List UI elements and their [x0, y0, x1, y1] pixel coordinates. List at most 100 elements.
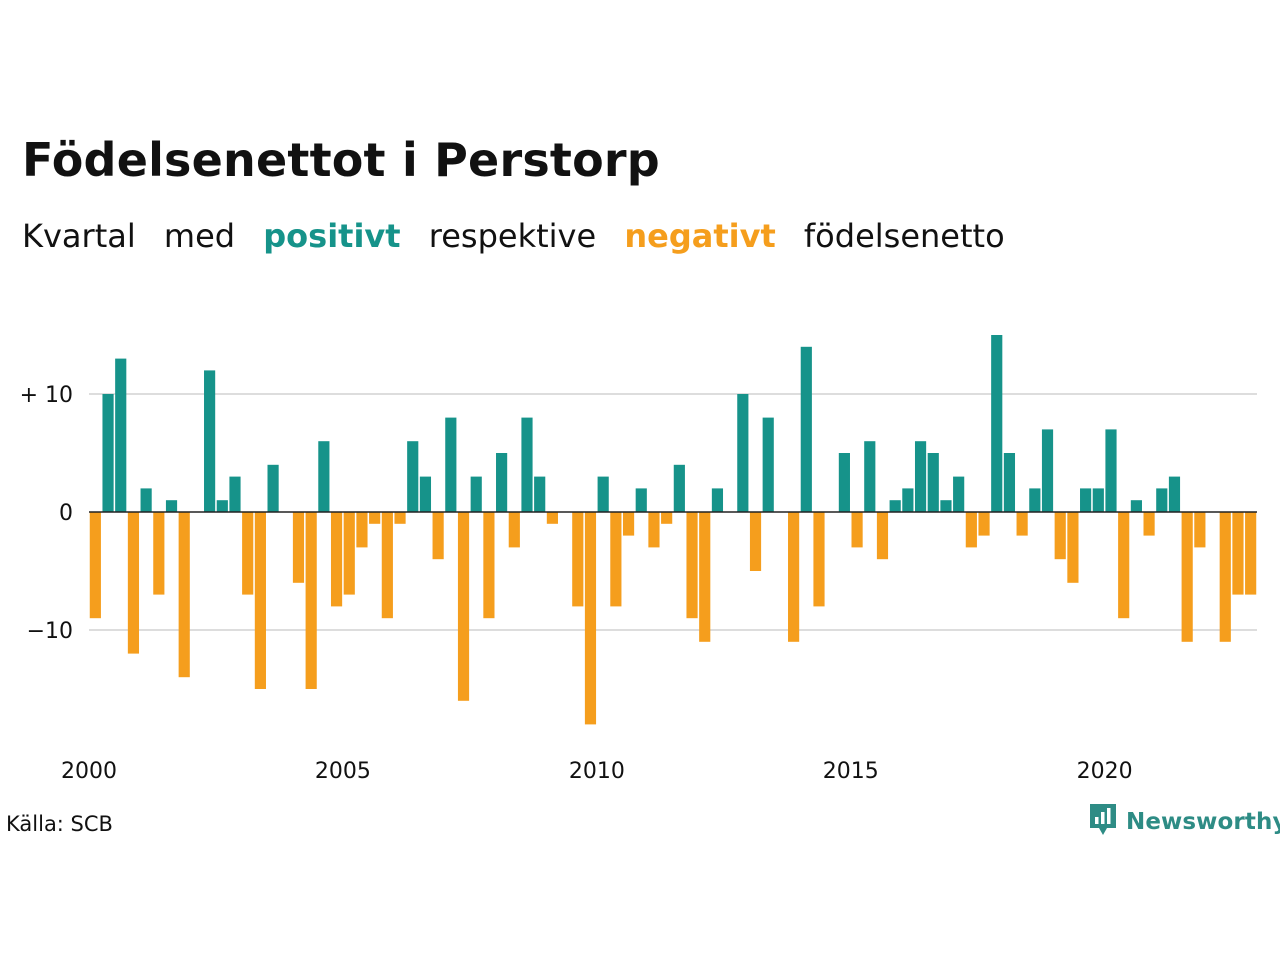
axes: + 10 0 −10 2000 2005 2010 2015 2020	[20, 383, 1257, 784]
bar	[267, 464, 279, 512]
bar	[635, 488, 647, 512]
subtitle-negative-label: negativt	[624, 217, 776, 255]
bar	[102, 394, 114, 512]
bar	[445, 417, 457, 512]
bar	[432, 512, 444, 560]
bar	[953, 476, 965, 512]
bar	[1041, 429, 1054, 512]
bar	[292, 512, 305, 583]
bar	[1118, 512, 1130, 619]
bar	[851, 512, 863, 548]
bar	[788, 512, 800, 642]
bar	[419, 476, 432, 512]
bar	[1003, 453, 1016, 512]
bar	[356, 512, 368, 548]
bar	[610, 512, 622, 607]
bar	[1029, 488, 1041, 512]
bar	[597, 476, 609, 512]
brand-name: Newsworthy	[1126, 809, 1280, 835]
bars	[89, 335, 1257, 725]
bar	[305, 512, 317, 689]
y-tick-label: 0	[59, 501, 73, 526]
subtitle-word-kvartal: Kvartal	[22, 217, 136, 255]
bar	[838, 453, 850, 512]
bar	[508, 512, 520, 548]
bar	[496, 453, 508, 512]
bar	[1130, 500, 1142, 512]
chart-subtitle: Kvartal med positivt respektive negativt…	[22, 217, 1023, 255]
bar	[572, 512, 584, 607]
chart-title: Födelsenettot i Perstorp	[22, 133, 660, 187]
bar	[673, 464, 685, 512]
bar	[1181, 512, 1193, 642]
bar	[648, 512, 660, 548]
bar	[242, 512, 254, 595]
gridlines	[89, 393, 1257, 631]
bar	[1194, 512, 1206, 548]
bar	[661, 512, 673, 524]
subtitle-positive-label: positivt	[263, 217, 401, 255]
bar	[318, 441, 330, 512]
bar	[229, 476, 241, 512]
bar	[940, 500, 952, 512]
x-tick-label: 2005	[315, 759, 371, 784]
bar	[140, 488, 152, 512]
bar	[546, 512, 558, 524]
x-tick-label: 2020	[1077, 759, 1133, 784]
bar	[584, 512, 597, 725]
bar	[343, 512, 355, 595]
y-tick-label: −10	[27, 619, 73, 644]
bar	[813, 512, 825, 607]
bar	[991, 335, 1003, 512]
bar	[1245, 512, 1257, 595]
bar	[381, 512, 393, 619]
bar	[965, 512, 977, 548]
bar	[216, 500, 228, 512]
bar	[165, 500, 178, 512]
bar	[521, 417, 533, 512]
bar	[457, 512, 470, 701]
bar	[699, 512, 711, 642]
bar	[407, 441, 419, 512]
source-note: Källa: SCB	[6, 812, 113, 836]
bar	[622, 512, 635, 536]
bar	[864, 441, 876, 512]
bar	[1232, 512, 1244, 595]
bar	[369, 512, 381, 524]
bar	[178, 512, 190, 678]
bar	[711, 488, 724, 512]
brand-logo: Newsworthy	[1088, 804, 1280, 840]
bar	[686, 512, 698, 619]
bar	[762, 417, 774, 512]
bar	[914, 441, 927, 512]
newsworthy-logo-icon	[1088, 802, 1118, 842]
bar	[902, 488, 914, 512]
bar	[1080, 488, 1092, 512]
bar	[876, 512, 889, 560]
bar	[483, 512, 495, 619]
bar	[927, 453, 939, 512]
x-tick-label: 2000	[61, 759, 117, 784]
x-tick-label: 2015	[823, 759, 879, 784]
bar	[749, 512, 762, 571]
bar	[1016, 512, 1028, 536]
bar	[889, 500, 901, 512]
subtitle-word-fodelsenetto: födelsenetto	[803, 217, 1005, 255]
bar	[1143, 512, 1155, 536]
bar	[800, 346, 812, 512]
bar	[394, 512, 406, 524]
bar	[1092, 488, 1104, 512]
bar	[153, 512, 165, 595]
bar	[115, 358, 127, 512]
subtitle-word-med: med	[163, 217, 236, 255]
bar	[978, 512, 990, 536]
bar	[127, 512, 140, 654]
subtitle-word-respektive: respektive	[428, 217, 597, 255]
bar	[254, 512, 266, 689]
x-tick-label: 2010	[569, 759, 625, 784]
bar	[204, 370, 216, 512]
bar	[89, 512, 101, 619]
bar	[330, 512, 343, 607]
bar-chart: + 10 0 −10 2000 2005 2010 2015 2020	[20, 335, 1257, 784]
bar	[1054, 512, 1066, 560]
